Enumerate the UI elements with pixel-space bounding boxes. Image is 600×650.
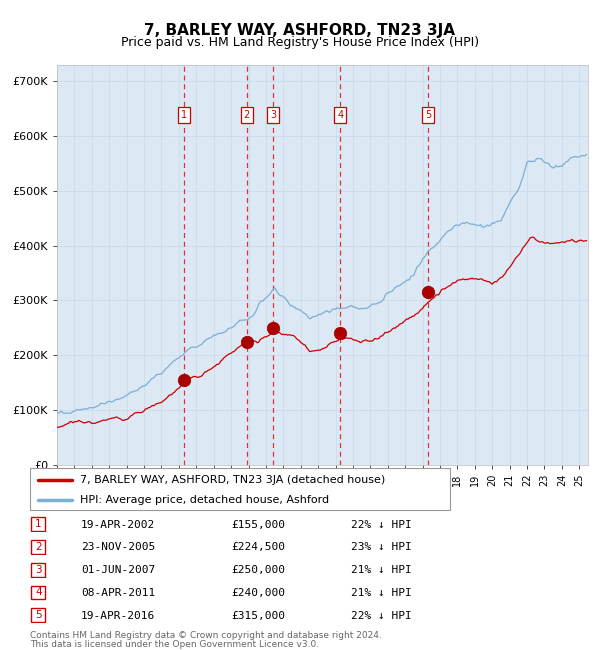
Text: 2: 2: [244, 110, 250, 120]
Text: £224,500: £224,500: [231, 542, 285, 552]
Text: £315,000: £315,000: [231, 610, 285, 621]
Text: 21% ↓ HPI: 21% ↓ HPI: [351, 565, 412, 575]
Text: 01-JUN-2007: 01-JUN-2007: [81, 565, 155, 575]
Text: 08-APR-2011: 08-APR-2011: [81, 588, 155, 598]
FancyBboxPatch shape: [31, 517, 46, 531]
Text: 7, BARLEY WAY, ASHFORD, TN23 3JA (detached house): 7, BARLEY WAY, ASHFORD, TN23 3JA (detach…: [80, 475, 386, 485]
Text: 5: 5: [35, 610, 42, 620]
Text: 3: 3: [35, 565, 42, 575]
Text: HPI: Average price, detached house, Ashford: HPI: Average price, detached house, Ashf…: [80, 495, 329, 504]
Text: 4: 4: [35, 588, 42, 597]
Text: 19-APR-2016: 19-APR-2016: [81, 610, 155, 621]
Text: 2: 2: [35, 542, 42, 552]
Text: 21% ↓ HPI: 21% ↓ HPI: [351, 588, 412, 598]
FancyBboxPatch shape: [31, 586, 46, 599]
FancyBboxPatch shape: [31, 608, 46, 622]
Text: 7, BARLEY WAY, ASHFORD, TN23 3JA: 7, BARLEY WAY, ASHFORD, TN23 3JA: [145, 23, 455, 38]
Text: 3: 3: [270, 110, 276, 120]
FancyBboxPatch shape: [30, 468, 450, 510]
Text: Contains HM Land Registry data © Crown copyright and database right 2024.: Contains HM Land Registry data © Crown c…: [30, 631, 382, 640]
Text: £240,000: £240,000: [231, 588, 285, 598]
Text: £250,000: £250,000: [231, 565, 285, 575]
Text: 22% ↓ HPI: 22% ↓ HPI: [351, 610, 412, 621]
Text: This data is licensed under the Open Government Licence v3.0.: This data is licensed under the Open Gov…: [30, 640, 319, 649]
FancyBboxPatch shape: [31, 540, 46, 554]
Text: 23% ↓ HPI: 23% ↓ HPI: [351, 542, 412, 552]
Text: 22% ↓ HPI: 22% ↓ HPI: [351, 519, 412, 530]
Text: £155,000: £155,000: [231, 519, 285, 530]
Text: 1: 1: [35, 519, 42, 529]
Text: 19-APR-2002: 19-APR-2002: [81, 519, 155, 530]
FancyBboxPatch shape: [31, 563, 46, 577]
Text: 5: 5: [425, 110, 431, 120]
Text: Price paid vs. HM Land Registry's House Price Index (HPI): Price paid vs. HM Land Registry's House …: [121, 36, 479, 49]
Text: 4: 4: [337, 110, 343, 120]
Text: 1: 1: [181, 110, 187, 120]
Text: 23-NOV-2005: 23-NOV-2005: [81, 542, 155, 552]
